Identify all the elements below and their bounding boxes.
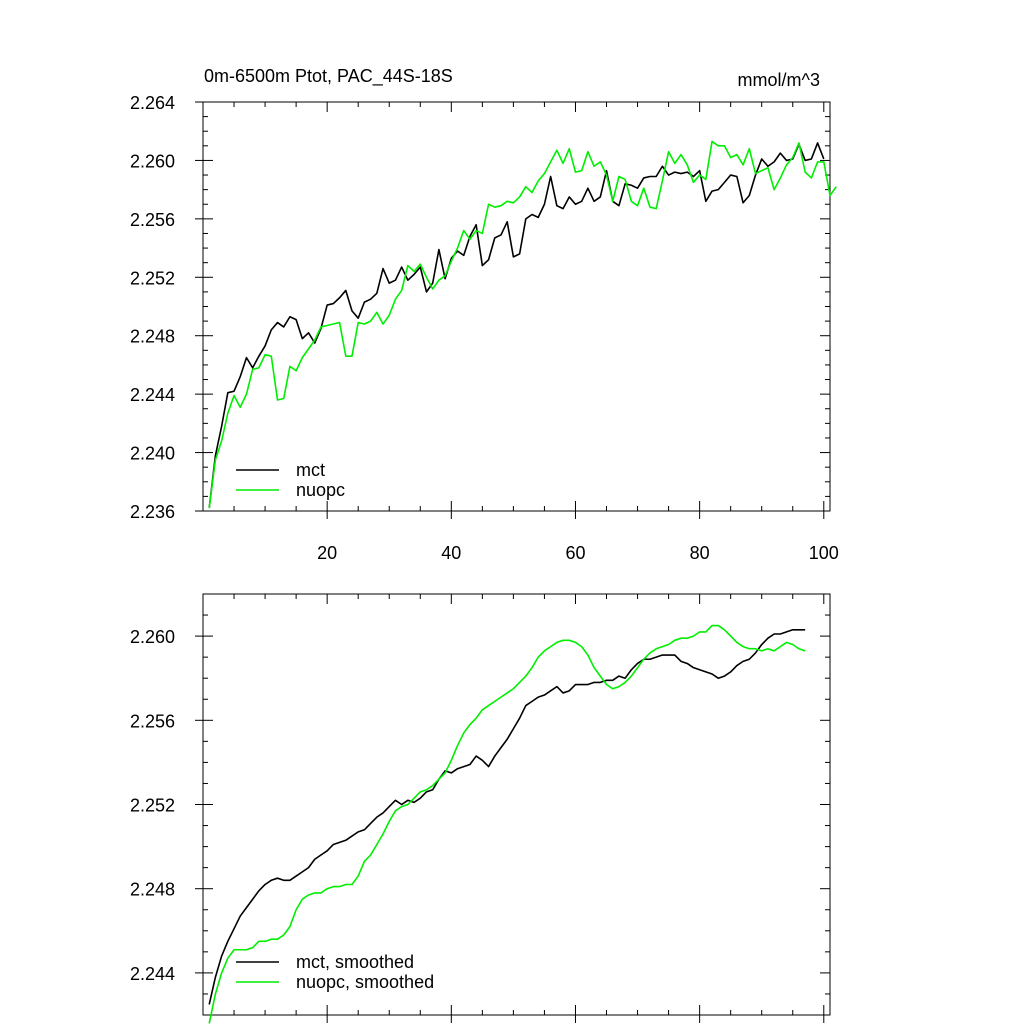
legend-label: nuopc, smoothed bbox=[296, 972, 434, 992]
series-line-nuopc bbox=[208, 140, 837, 509]
series-line-mct-smoothed bbox=[208, 628, 806, 1005]
y-tick-label: 2.256 bbox=[130, 711, 175, 731]
x-tick-label: 100 bbox=[809, 543, 839, 563]
plot-frame-top bbox=[202, 101, 831, 512]
bottom-panel: 2.244 2.248 2.252 2.256 2.260 mct, smoothednu… bbox=[130, 593, 831, 1024]
y-tick-label: 2.256 bbox=[130, 210, 175, 230]
series-line-mct bbox=[208, 142, 825, 509]
y-tick-label: 2.244 bbox=[130, 964, 175, 984]
top-panel: 0m-6500m Ptot, PAC_44S-18S mmol/m^3 20 40… bbox=[130, 66, 839, 563]
chart-title: 0m-6500m Ptot, PAC_44S-18S bbox=[204, 66, 453, 87]
x-tick-label: 40 bbox=[441, 543, 461, 563]
y-tick-label: 2.240 bbox=[130, 444, 175, 464]
series-line-nuopc-smoothed bbox=[208, 624, 806, 1024]
x-tick-label: 80 bbox=[690, 543, 710, 563]
y-tick-label: 2.264 bbox=[130, 93, 175, 113]
y-tick-label: 2.244 bbox=[130, 385, 175, 405]
x-tick-label: 20 bbox=[317, 543, 337, 563]
y-tick-label: 2.260 bbox=[130, 151, 175, 171]
y-tick-label: 2.236 bbox=[130, 502, 175, 522]
legend-label: mct bbox=[296, 460, 325, 480]
y-tick-label: 2.252 bbox=[130, 268, 175, 288]
y-tick-label: 2.248 bbox=[130, 880, 175, 900]
legend-label: nuopc bbox=[296, 480, 345, 500]
y-tick-label: 2.252 bbox=[130, 796, 175, 816]
x-tick-label: 60 bbox=[565, 543, 585, 563]
units-label: mmol/m^3 bbox=[738, 70, 820, 90]
y-tick-label: 2.260 bbox=[130, 627, 175, 647]
legend-label: mct, smoothed bbox=[296, 952, 414, 972]
y-tick-label: 2.248 bbox=[130, 327, 175, 347]
